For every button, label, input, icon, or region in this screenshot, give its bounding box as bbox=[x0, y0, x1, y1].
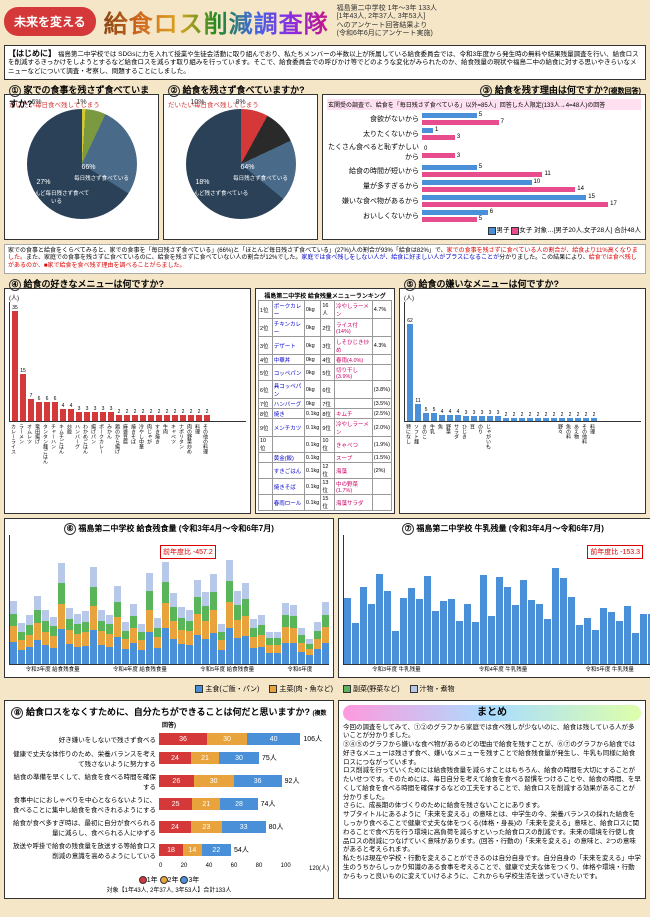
intro: 【はじめに】 福島第二中学校では SDGsに力を入れて授業や生徒会活動に取り組ん… bbox=[4, 45, 646, 80]
q2-panel: ② 給食を残さず食べていますか? だいたい毎日食べ残してしまう 8%10%18%… bbox=[163, 94, 318, 239]
q5-panel: ⑤ 給食の嫌いなメニューは何ですか? (人) 62115544433333222… bbox=[399, 288, 646, 514]
summary-title: まとめ bbox=[343, 705, 641, 721]
intro-title: 【はじめに】 bbox=[8, 49, 56, 58]
q6-legend: 主食(ご飯・パン) 主菜(肉・魚など) 副菜(野菜など) 汁物・煮物 bbox=[0, 680, 650, 698]
q3-legend: 男子 女子 対象…[男子20人,女子28人] 合計48人 bbox=[327, 224, 641, 234]
header: 未来を変える 給食ロス削減調査隊 福島第二中学校 1年〜3年 133人 [1年4… bbox=[0, 0, 650, 43]
q7-panel: ⑦ 福島第二中学校 牛乳残量 (令和3年4月〜令和6年7月) 前年度比 -153… bbox=[338, 518, 650, 678]
summary-body: 今回の調査をしてみて、①②のグラフから家庭では食べ残しが少ないのに、給食は残して… bbox=[343, 724, 641, 882]
header-title: 給食ロス削減調査隊 bbox=[104, 4, 329, 39]
q8-panel: ⑧ 給食ロスをなくすために、自分たちができることは何だと思いますか? (複数回答… bbox=[4, 700, 334, 899]
q1-panel: ① 家での食事を残さず食べていますか? だいたい毎日食べ残してしまう 1%6%2… bbox=[4, 94, 159, 239]
ranking-panel: 福島第二中学校 給食残量メニューランキング 1位ポークカレー0kg16人冷やしラ… bbox=[255, 288, 395, 514]
q3-panel: 玄関受の調査で、給食を「毎日残さず食べている」以外=85人」回答した人限定(13… bbox=[322, 94, 646, 239]
q4-panel: ④ 給食の好きなメニューは何ですか? (人) 35157666443333322… bbox=[4, 288, 251, 514]
intro-body: 福島第二中学校では SDGsに力を入れて授業や生徒会活動に取り組んでおり、私たち… bbox=[8, 51, 639, 75]
header-badge: 未来を変える bbox=[4, 7, 96, 36]
row1-note: 家での食事と給食をくらべてみると、家での食事を「毎日残さず食べている」(66%)… bbox=[4, 244, 646, 275]
q6-panel: ⑥ 福島第二中学校 給食残食量 (令和3年4月〜令和6年7月) 前年度比 -45… bbox=[4, 518, 334, 678]
summary-panel: まとめ 今回の調査をしてみて、①②のグラフから家庭では食べ残しが少ないのに、給食… bbox=[338, 700, 646, 899]
header-sub: 福島第二中学校 1年〜3年 133人 [1年43人, 2年37人, 3年53人]… bbox=[337, 5, 437, 39]
